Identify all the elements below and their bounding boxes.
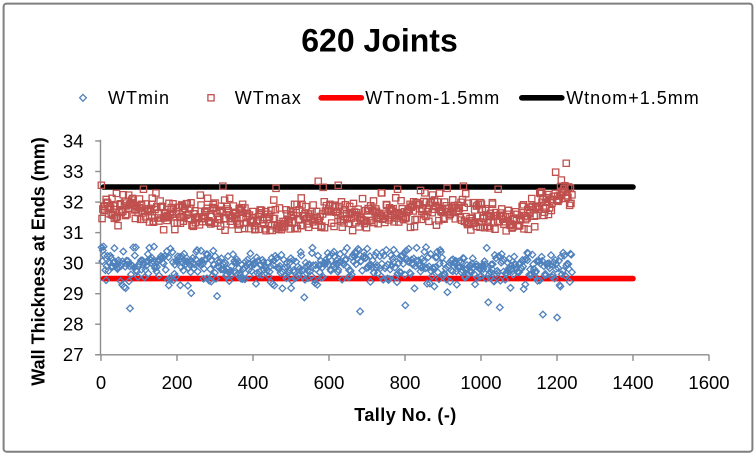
svg-text:600: 600: [314, 372, 345, 393]
svg-text:Tally No. (-): Tally No. (-): [354, 405, 457, 425]
svg-text:400: 400: [238, 372, 269, 393]
svg-text:29: 29: [63, 283, 84, 304]
svg-text:34: 34: [63, 130, 84, 151]
svg-text:WTnom-1.5mm: WTnom-1.5mm: [365, 88, 500, 108]
svg-text:200: 200: [162, 372, 193, 393]
svg-text:32: 32: [63, 192, 84, 213]
svg-text:620 Joints: 620 Joints: [301, 23, 458, 59]
svg-text:1200: 1200: [536, 372, 577, 393]
svg-text:WTmin: WTmin: [108, 88, 170, 108]
svg-text:1000: 1000: [460, 372, 501, 393]
svg-text:1400: 1400: [612, 372, 653, 393]
svg-text:27: 27: [63, 344, 84, 365]
svg-text:WTmax: WTmax: [235, 88, 302, 108]
svg-text:28: 28: [63, 314, 84, 335]
svg-text:0: 0: [96, 372, 106, 393]
svg-text:Wtnom+1.5mm: Wtnom+1.5mm: [566, 88, 700, 108]
svg-text:1600: 1600: [688, 372, 729, 393]
svg-text:Wall Thickness at Ends (mm): Wall Thickness at Ends (mm): [28, 137, 48, 385]
svg-text:31: 31: [63, 222, 84, 243]
svg-text:800: 800: [390, 372, 421, 393]
svg-text:30: 30: [63, 253, 84, 274]
svg-text:33: 33: [63, 161, 84, 182]
